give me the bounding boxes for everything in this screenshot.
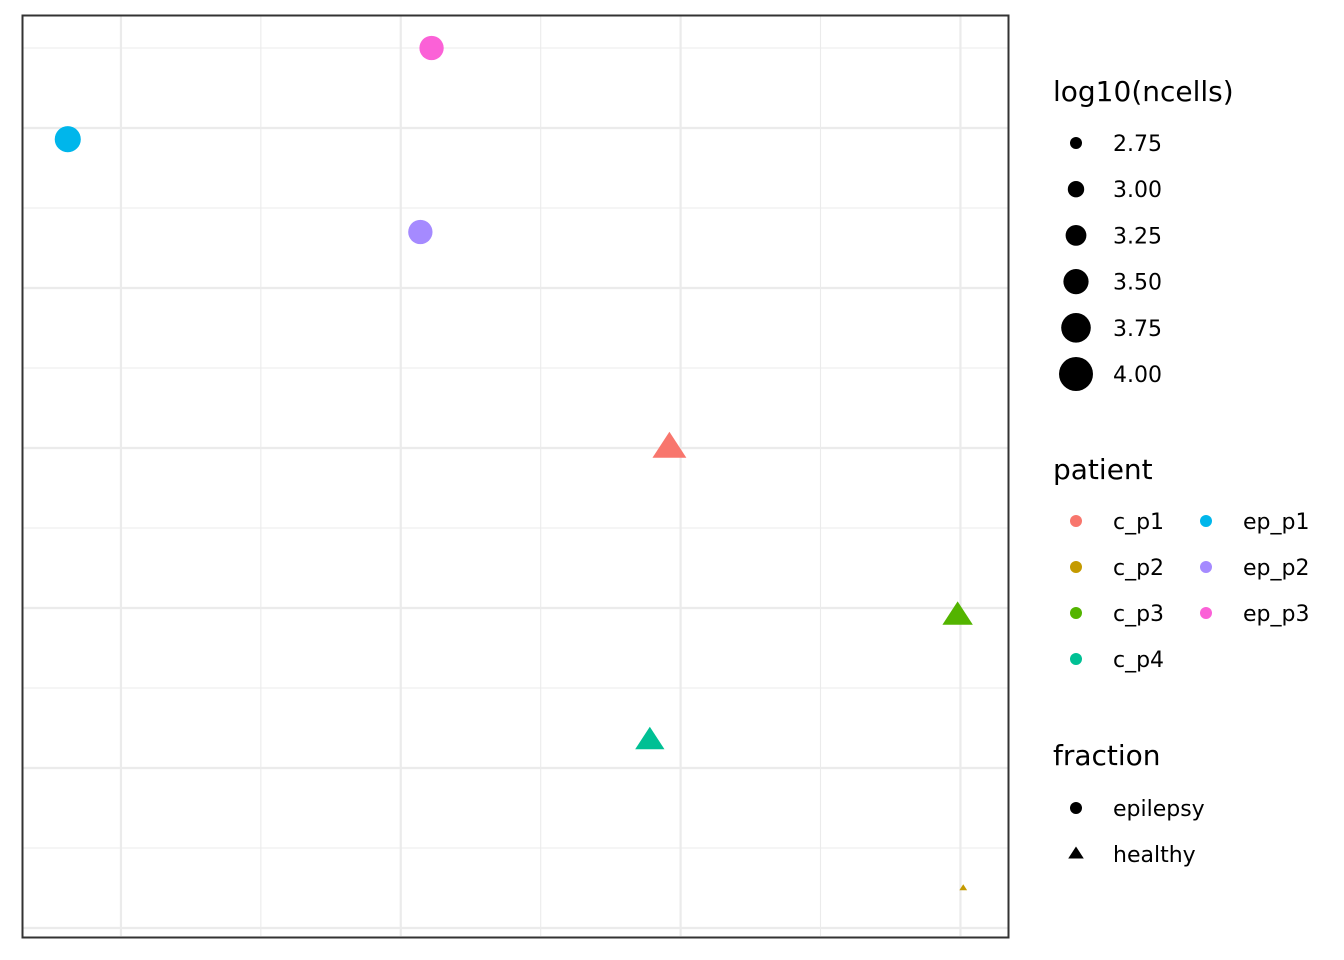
legend-patient-key [1200,515,1212,527]
data-point-ep_p1 [54,126,81,153]
legend-patient-title: patient [1053,453,1153,486]
legend-patient-key [1070,561,1082,573]
legend-patient-label: ep_p2 [1243,556,1309,581]
legend-size-label: 2.75 [1113,132,1162,157]
legend-size-label: 3.25 [1113,224,1162,249]
legend-patient-key [1070,607,1082,619]
data-point-ep_p2 [408,219,433,245]
data-point-c_p3 [942,601,973,625]
legend-size-label: 3.50 [1113,271,1162,296]
legend-fraction-key [1068,846,1084,859]
data-points [54,35,973,891]
legend-size-key [1070,137,1082,149]
legend-patient-key [1070,653,1082,665]
legend-size-title: log10(ncells) [1053,75,1234,108]
legend-fraction-label: epilepsy [1113,797,1205,822]
plot-panel [21,14,1010,939]
legend-fraction-key [1070,802,1082,814]
legend-patient-key [1200,607,1212,619]
legend-patient-label: ep_p1 [1243,510,1309,535]
data-point-c_p1 [652,431,687,458]
legend-size-key [1065,225,1087,246]
legend-size-label: 3.75 [1113,317,1162,342]
legend-patient-label: ep_p3 [1243,602,1309,627]
legend-patient-key [1070,515,1082,527]
legend-size-key [1059,357,1093,391]
data-point-ep_p3 [419,35,444,61]
legend-fraction-label: healthy [1113,843,1196,868]
legend: log10(ncells) 2.75 3.00 3.25 3.50 3.75 4.00 p… [1053,75,1309,868]
legend-patient-label: c_p3 [1113,602,1164,627]
panel-border [21,14,1010,939]
legend-size-label: 4.00 [1113,363,1162,388]
legend-patient-items: c_p1 c_p2 c_p3 c_p4 ep_p1 ep_p2 ep_p3 [1070,510,1309,673]
legend-size-key [1061,313,1091,343]
legend-size-key [1063,269,1089,295]
legend-patient-key [1200,561,1212,573]
data-point-c_p4 [635,726,665,750]
legend-patient-label: c_p2 [1113,556,1164,581]
legend-size-items: 2.75 3.00 3.25 3.50 3.75 4.00 [1059,132,1162,391]
legend-patient-label: c_p4 [1113,648,1164,673]
legend-size-key [1067,181,1085,198]
grid-lines [23,16,1008,936]
legend-patient-label: c_p1 [1113,510,1164,535]
legend-fraction-items: epilepsy healthy [1068,797,1205,868]
legend-fraction-title: fraction [1053,739,1161,772]
legend-size-label: 3.00 [1113,178,1162,203]
data-point-c_p2 [959,884,968,891]
